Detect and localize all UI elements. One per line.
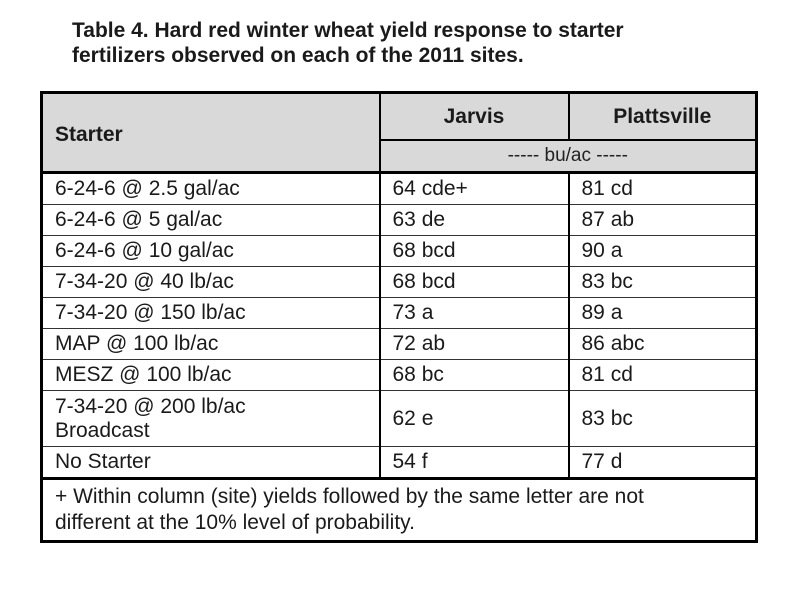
cell-jarvis: 62 e [378,390,570,447]
cell-starter: 6-24-6 @ 5 gal/ac [40,204,381,236]
cell-plattsville: 87 ab [567,204,758,236]
cell-plattsville: 89 a [567,297,758,329]
cell-jarvis: 54 f [378,446,570,480]
table-row: MAP @ 100 lb/ac 72 ab 86 abc [40,328,758,360]
table-row: MESZ @ 100 lb/ac 68 bc 81 cd [40,359,758,391]
table-row: 6-24-6 @ 5 gal/ac 63 de 87 ab [40,204,758,236]
table-row: 6-24-6 @ 10 gal/ac 68 bcd 90 a [40,235,758,267]
cell-starter-line-1: 7-34-20 @ 200 lb/ac [55,394,246,418]
cell-jarvis: 72 ab [378,328,570,360]
table-caption: Table 4. Hard red winter wheat yield res… [72,18,752,68]
cell-jarvis: 64 cde+ [378,171,570,205]
cell-jarvis: 73 a [378,297,570,329]
cell-plattsville: 83 bc [567,390,758,447]
footnote-line-2: different at the 10% level of probabilit… [55,511,415,534]
header-starter: Starter [40,91,381,174]
cell-starter-line-2: Broadcast [55,418,150,442]
cell-jarvis: 68 bcd [378,235,570,267]
table-row: 7-34-20 @ 40 lb/ac 68 bcd 83 bc [40,266,758,298]
table-row: 7-34-20 @ 200 lb/ac Broadcast 62 e 83 bc [40,390,758,447]
cell-plattsville: 86 abc [567,328,758,360]
cell-plattsville: 81 cd [567,171,758,205]
cell-starter: No Starter [40,446,381,480]
caption-line-1: Table 4. Hard red winter wheat yield res… [72,19,624,42]
cell-starter: 7-34-20 @ 150 lb/ac [40,297,381,329]
cell-plattsville: 81 cd [567,359,758,391]
table-row: No Starter 54 f 77 d [40,446,758,480]
footnote-line-1: + Within column (site) yields followed b… [55,485,644,508]
table-row: 7-34-20 @ 150 lb/ac 73 a 89 a [40,297,758,329]
cell-plattsville: 90 a [567,235,758,267]
cell-jarvis: 68 bcd [378,266,570,298]
cell-jarvis: 68 bc [378,359,570,391]
table-body: 6-24-6 @ 2.5 gal/ac 64 cde+ 81 cd 6-24-6… [40,171,758,480]
cell-jarvis: 63 de [378,204,570,236]
cell-starter: 7-34-20 @ 40 lb/ac [40,266,381,298]
cell-starter: 7-34-20 @ 200 lb/ac Broadcast [40,390,381,447]
cell-starter: 6-24-6 @ 2.5 gal/ac [40,171,381,205]
cell-starter: MESZ @ 100 lb/ac [40,359,381,391]
yield-table: Starter Jarvis Plattsville ----- bu/ac -… [40,91,758,543]
table-row: 6-24-6 @ 2.5 gal/ac 64 cde+ 81 cd [40,171,758,205]
header-jarvis: Jarvis [378,91,570,141]
cell-plattsville: 83 bc [567,266,758,298]
header-plattsville: Plattsville [567,91,758,141]
cell-plattsville: 77 d [567,446,758,480]
table-footnote: + Within column (site) yields followed b… [40,477,758,543]
cell-starter: 6-24-6 @ 10 gal/ac [40,235,381,267]
cell-starter: MAP @ 100 lb/ac [40,328,381,360]
header-unit: ----- bu/ac ----- [378,139,758,174]
caption-line-2: fertilizers observed on each of the 2011… [72,44,524,67]
